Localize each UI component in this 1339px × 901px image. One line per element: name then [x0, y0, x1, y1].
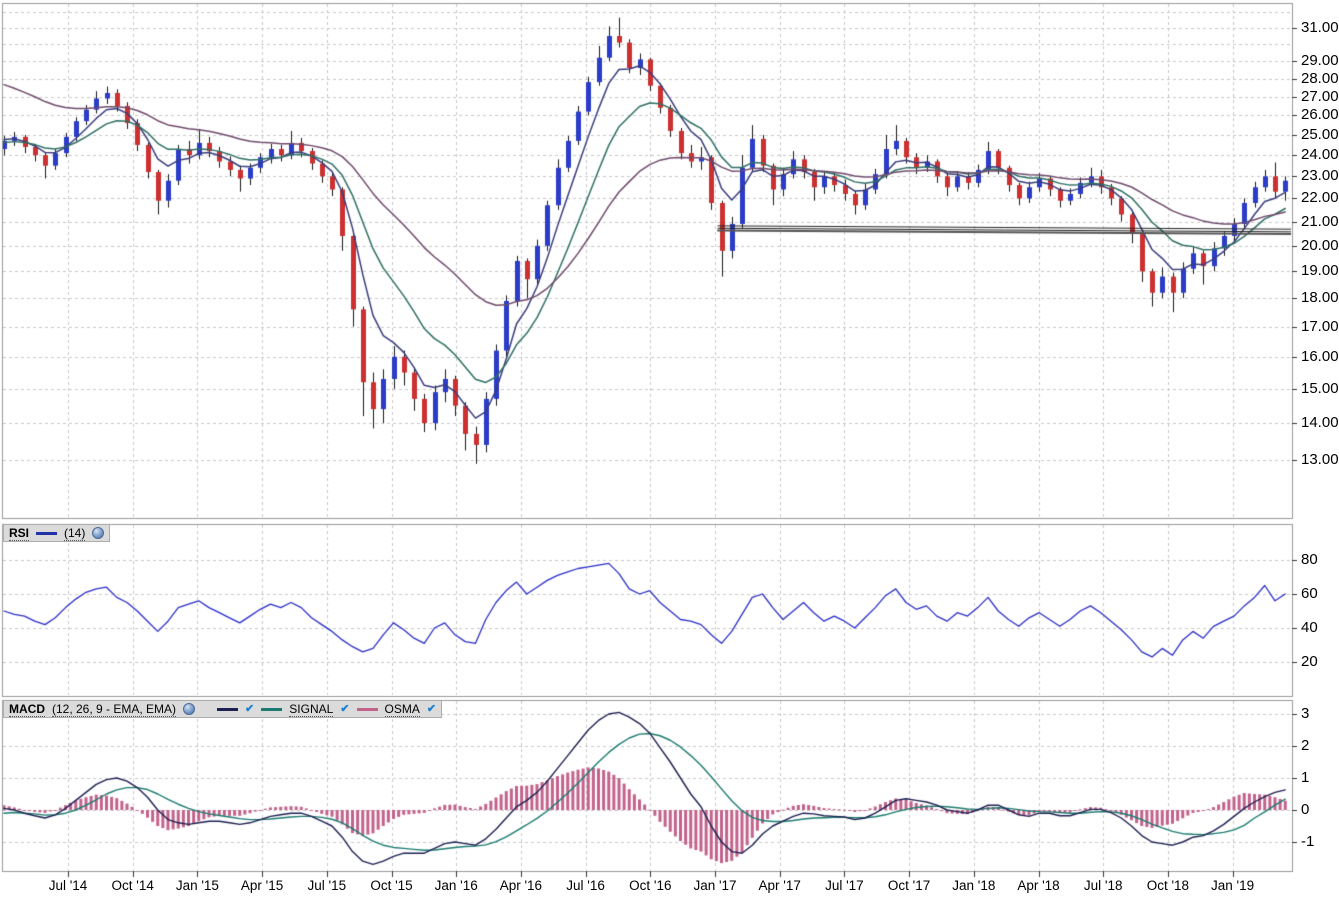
price-axis-label: 26.00: [1301, 106, 1339, 124]
macd-globe-icon[interactable]: [183, 703, 196, 715]
price-axis-label: 29.00: [1301, 52, 1339, 70]
rsi-params[interactable]: (14): [64, 525, 86, 541]
rsi-indicator-header: RSI (14): [3, 524, 111, 542]
x-axis-label: Apr '16: [499, 878, 543, 893]
x-axis-label: Oct '16: [629, 878, 672, 893]
x-axis-label: Jan '17: [693, 878, 737, 893]
x-axis-label: Jul '14: [48, 878, 88, 893]
macd-params[interactable]: (12, 26, 9 - EMA, EMA): [52, 701, 177, 717]
price-axis-label: 17.00: [1301, 317, 1339, 335]
macd-line-swatch: [217, 707, 239, 711]
x-axis-label: Oct '18: [1146, 878, 1190, 893]
signal-label[interactable]: SIGNAL: [289, 701, 334, 717]
x-axis-label: Jul '16: [566, 878, 605, 893]
macd-axis-label: 2: [1301, 737, 1310, 754]
x-axis-label: Apr '18: [1017, 878, 1060, 893]
macd-axis-label: 3: [1301, 705, 1310, 722]
x-axis-label: Oct '17: [887, 878, 931, 893]
rsi-axis-label: 80: [1301, 551, 1318, 568]
rsi-axis-label: 60: [1301, 585, 1318, 602]
rsi-line-swatch: [36, 531, 58, 535]
price-axis-label: 24.00: [1301, 146, 1339, 164]
macd-axis-label: 0: [1301, 801, 1310, 818]
macd-indicator-header: MACD (12, 26, 9 - EMA, EMA) ✔ SIGNAL ✔ O…: [3, 700, 443, 718]
rsi-axis-label: 20: [1301, 653, 1318, 670]
rsi-title[interactable]: RSI: [9, 525, 30, 541]
price-axis-label: 16.00: [1301, 347, 1339, 365]
rsi-axis-label: 40: [1301, 619, 1318, 636]
price-axis-label: 13.00: [1301, 450, 1339, 468]
price-axis-label: 28.00: [1301, 69, 1339, 87]
rsi-globe-icon[interactable]: [92, 527, 105, 539]
osma-line-swatch: [356, 707, 378, 711]
signal-check-icon[interactable]: ✔: [340, 702, 350, 715]
macd-axis-label: 1: [1301, 769, 1310, 786]
macd-check-icon[interactable]: ✔: [245, 702, 255, 715]
price-axis-label: 19.00: [1301, 262, 1339, 280]
price-axis-label: 18.00: [1301, 289, 1339, 307]
x-axis-label: Jul '15: [307, 878, 347, 893]
price-axis-label: 21.00: [1301, 212, 1339, 230]
x-axis-label: Jan '15: [175, 878, 219, 893]
price-axis-label: 25.00: [1301, 125, 1339, 143]
osma-check-icon[interactable]: ✔: [426, 702, 437, 715]
price-axis-label: 23.00: [1301, 167, 1339, 185]
x-axis-label: Apr '15: [240, 878, 284, 893]
x-axis-label: Jan '18: [952, 878, 996, 893]
macd-axis-label: -1: [1301, 833, 1315, 850]
price-axis-label: 31.00: [1301, 18, 1339, 36]
price-axis-label: 20.00: [1301, 236, 1339, 254]
macd-title[interactable]: MACD: [9, 701, 45, 717]
price-axis-label: 15.00: [1301, 379, 1339, 397]
price-axis-label: 27.00: [1301, 87, 1339, 105]
x-axis-label: Apr '17: [758, 878, 801, 893]
x-axis-label: Jul '17: [825, 878, 864, 893]
x-axis-label: Jan '16: [434, 878, 478, 893]
signal-line-swatch: [261, 707, 283, 711]
x-axis-label: Oct '15: [370, 878, 413, 893]
x-axis-label: Jan '19: [1211, 878, 1255, 893]
price-axis-label: 14.00: [1301, 414, 1339, 432]
x-axis-label: Jul '18: [1083, 878, 1123, 893]
price-axis-label: 22.00: [1301, 189, 1339, 207]
osma-label[interactable]: OSMA: [384, 701, 420, 717]
x-axis-label: Oct '14: [111, 878, 154, 893]
